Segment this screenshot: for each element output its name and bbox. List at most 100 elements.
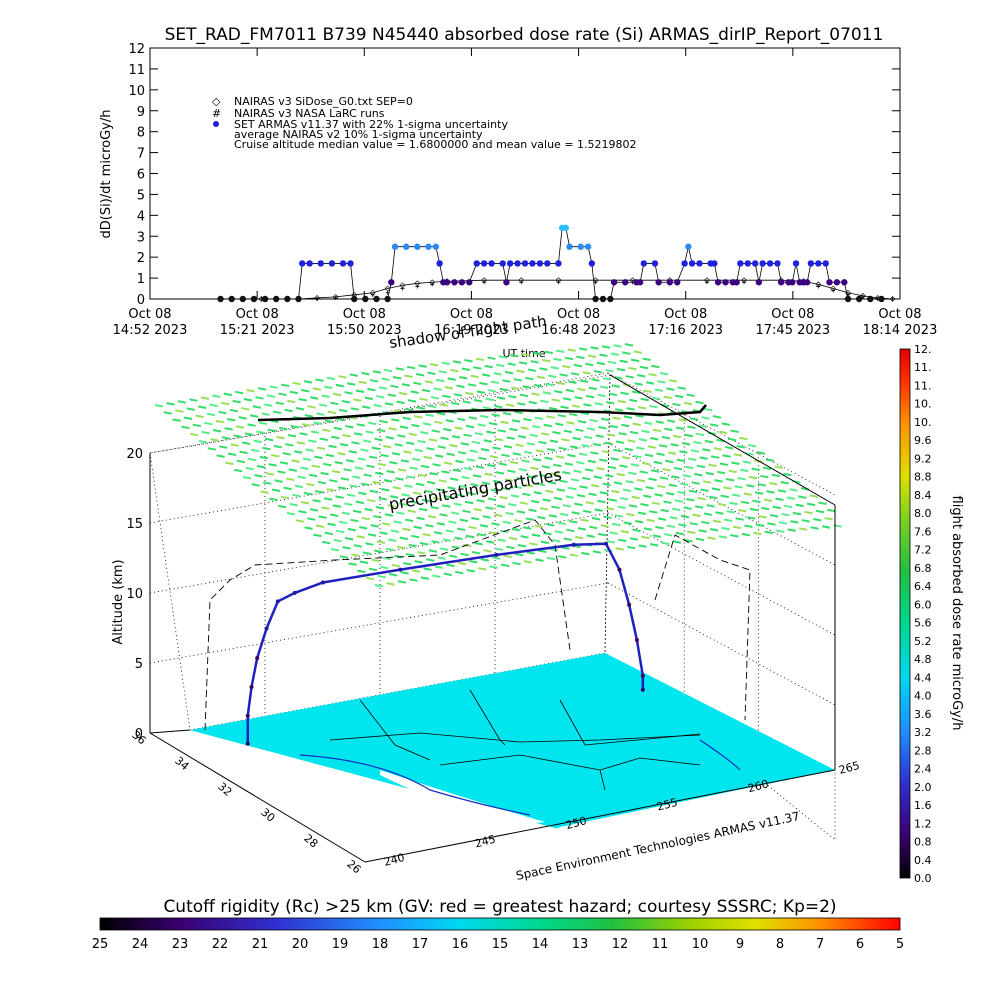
particle-dash — [798, 495, 807, 499]
particle-dash — [501, 453, 510, 458]
particle-dash — [395, 477, 404, 481]
particle-dash — [810, 526, 819, 530]
particle-dash — [500, 420, 509, 425]
particle-dash — [468, 416, 477, 420]
particle-dash — [620, 529, 630, 534]
data-point-nasa-larc — [816, 284, 821, 289]
particle-dash — [549, 439, 559, 443]
particle-dash — [660, 508, 669, 513]
particle-dash — [539, 473, 548, 478]
particle-dash — [600, 385, 609, 389]
particle-dash — [521, 459, 530, 463]
particle-dash — [339, 442, 349, 447]
particle-dash — [562, 397, 572, 401]
particle-dash — [450, 511, 460, 515]
particle-dash — [391, 563, 400, 568]
particle-dash — [513, 485, 522, 489]
particle-dash — [542, 498, 551, 502]
particle-dash — [242, 476, 252, 480]
particle-dash — [333, 538, 342, 543]
particle-dash — [622, 351, 631, 355]
particle-dash — [433, 387, 442, 391]
particle-dash — [379, 531, 388, 535]
particle-dash — [408, 543, 417, 548]
particle-dash — [524, 483, 534, 488]
particle-dash — [313, 533, 322, 538]
particle-dash — [163, 411, 172, 415]
particle-dash — [553, 357, 562, 362]
particle-dash — [445, 419, 455, 423]
rigidity-colorbar-tick: 11 — [652, 937, 669, 952]
particle-dash — [186, 407, 195, 411]
dose-colorbar-tick: 0.0 — [914, 872, 932, 885]
particle-dash — [669, 516, 678, 520]
particle-dash — [477, 423, 486, 427]
surface-gap — [380, 770, 545, 826]
particle-dash — [611, 384, 620, 388]
particle-dash — [495, 471, 505, 475]
particle-dash — [443, 572, 452, 577]
legend-entry-nairas-v2: average NAIRAS v2 10% 1-sigma uncertaint… — [234, 128, 483, 141]
particle-dash — [423, 455, 432, 460]
particle-dash — [711, 487, 721, 491]
particle-dash — [335, 495, 344, 499]
particle-dash — [565, 388, 575, 393]
particle-dash — [686, 498, 695, 502]
particle-dash — [476, 499, 485, 503]
particle-dash — [239, 450, 248, 455]
particle-dash — [399, 425, 409, 429]
data-point-armas — [592, 295, 599, 303]
particle-dash — [504, 478, 513, 482]
particle-dash — [397, 580, 407, 584]
particle-dash — [401, 383, 411, 387]
particle-dash — [318, 403, 328, 407]
particle-dash — [555, 455, 565, 459]
particle-dash — [654, 388, 664, 392]
particle-dash — [718, 430, 728, 435]
particle-dash — [334, 460, 343, 465]
particle-dash — [521, 352, 531, 357]
particle-dash — [315, 378, 324, 382]
particle-dash — [437, 445, 447, 449]
particle-dash — [449, 443, 458, 448]
data-point-armas — [681, 260, 688, 267]
particle-dash — [795, 503, 804, 508]
particle-dash — [375, 506, 385, 510]
particle-dash — [307, 517, 316, 521]
particle-dash — [435, 488, 445, 492]
particle-dash — [710, 455, 720, 459]
particle-dash — [454, 426, 463, 430]
particle-dash — [606, 433, 616, 437]
particle-dash — [545, 489, 554, 494]
data-point-armas — [488, 260, 495, 267]
particle-dash — [388, 538, 397, 543]
lat-tick-label: 32 — [215, 780, 234, 799]
data-point-armas — [655, 279, 662, 286]
particle-dash — [264, 437, 274, 442]
particle-dash — [247, 423, 256, 427]
particle-dash — [425, 413, 434, 417]
data-point-armas — [373, 295, 380, 303]
particle-dash — [474, 541, 483, 546]
particle-dash — [428, 549, 438, 553]
particle-dash — [458, 484, 468, 489]
particle-dash — [725, 446, 734, 450]
data-point-armas — [480, 260, 488, 267]
data-point-armas — [432, 243, 440, 250]
data-point-nasa-larc — [415, 284, 420, 289]
particle-dash — [656, 452, 665, 457]
particle-dash — [434, 565, 444, 569]
particle-dash — [547, 448, 556, 452]
particle-dash — [780, 481, 789, 485]
particle-dash — [331, 470, 341, 474]
particle-dash — [323, 497, 333, 501]
particle-dash — [613, 344, 622, 348]
particle-dash — [330, 548, 340, 552]
particle-dash — [588, 492, 597, 497]
particle-dash — [584, 435, 593, 440]
particle-dash — [224, 427, 233, 431]
particle-dash — [432, 574, 441, 579]
particle-dash — [471, 550, 481, 555]
flight-track-point — [275, 599, 280, 604]
